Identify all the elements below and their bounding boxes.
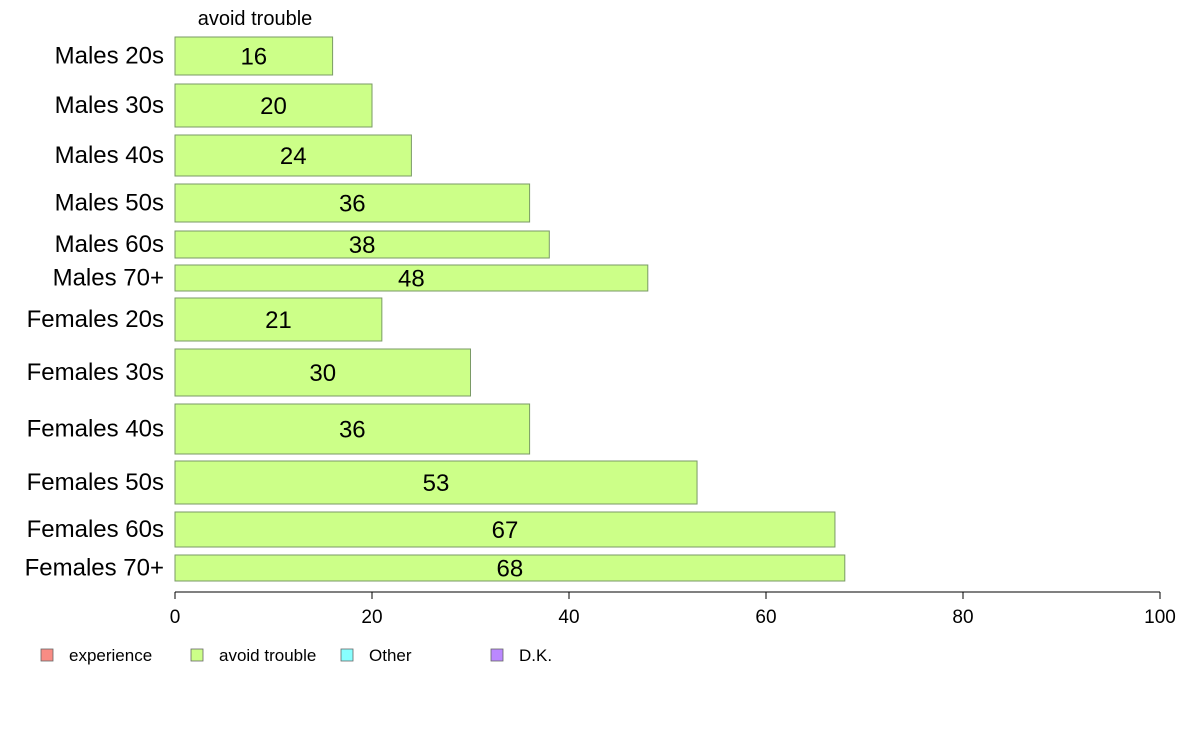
legend-label: Other	[369, 646, 412, 665]
category-label: Females 70+	[25, 555, 164, 582]
legend-swatch	[340, 648, 354, 662]
x-tick-label: 100	[1144, 607, 1176, 628]
legend-swatch	[490, 648, 504, 662]
bar	[174, 348, 471, 397]
bar	[174, 134, 412, 177]
category-label: Females 40s	[27, 416, 164, 443]
bar	[174, 183, 531, 223]
category-label: Males 30s	[55, 92, 164, 119]
value-label: 36	[339, 417, 366, 444]
bars-group: Males 20s 16 Males 30s 20 Males 40s 24 Males 5…	[25, 36, 846, 583]
category-label: Females 20s	[27, 306, 164, 333]
bar	[174, 230, 550, 259]
x-axis: 0 20 40 60 80 100	[170, 591, 1176, 628]
x-tick-label: 0	[170, 607, 181, 628]
bar	[174, 554, 846, 582]
x-tick-label: 20	[361, 607, 382, 628]
value-label: 21	[265, 307, 292, 334]
bar	[174, 264, 649, 292]
bar	[174, 511, 836, 548]
category-label: Males 70+	[53, 265, 164, 292]
panel-title: avoid trouble	[198, 8, 313, 30]
x-tick-label: 80	[952, 607, 973, 628]
category-label: Males 20s	[55, 43, 164, 70]
category-label: Males 50s	[55, 190, 164, 217]
category-label: Females 60s	[27, 516, 164, 543]
legend-swatch	[190, 648, 204, 662]
legend-label: experience	[69, 646, 152, 665]
value-label: 36	[339, 191, 366, 218]
bar	[174, 83, 373, 128]
bar	[174, 460, 698, 505]
category-label: Males 40s	[55, 142, 164, 169]
value-label: 30	[309, 360, 336, 387]
value-label: 24	[280, 143, 307, 170]
bar	[174, 403, 531, 455]
value-label: 16	[240, 44, 267, 71]
bar	[174, 36, 334, 76]
value-label: 48	[398, 266, 425, 293]
value-label: 38	[349, 232, 376, 259]
legend: experience avoid trouble Other D.K.	[40, 646, 552, 665]
x-tick-label: 40	[558, 607, 579, 628]
x-tick-label: 60	[755, 607, 776, 628]
value-label: 68	[497, 556, 524, 583]
legend-label: avoid trouble	[219, 646, 316, 665]
value-label: 20	[260, 93, 287, 120]
value-label: 53	[423, 470, 450, 497]
category-label: Males 60s	[55, 231, 164, 258]
value-label: 67	[492, 517, 519, 544]
bar	[174, 297, 383, 342]
legend-swatch	[40, 648, 54, 662]
category-label: Females 30s	[27, 359, 164, 386]
legend-label: D.K.	[519, 646, 552, 665]
category-label: Females 50s	[27, 469, 164, 496]
